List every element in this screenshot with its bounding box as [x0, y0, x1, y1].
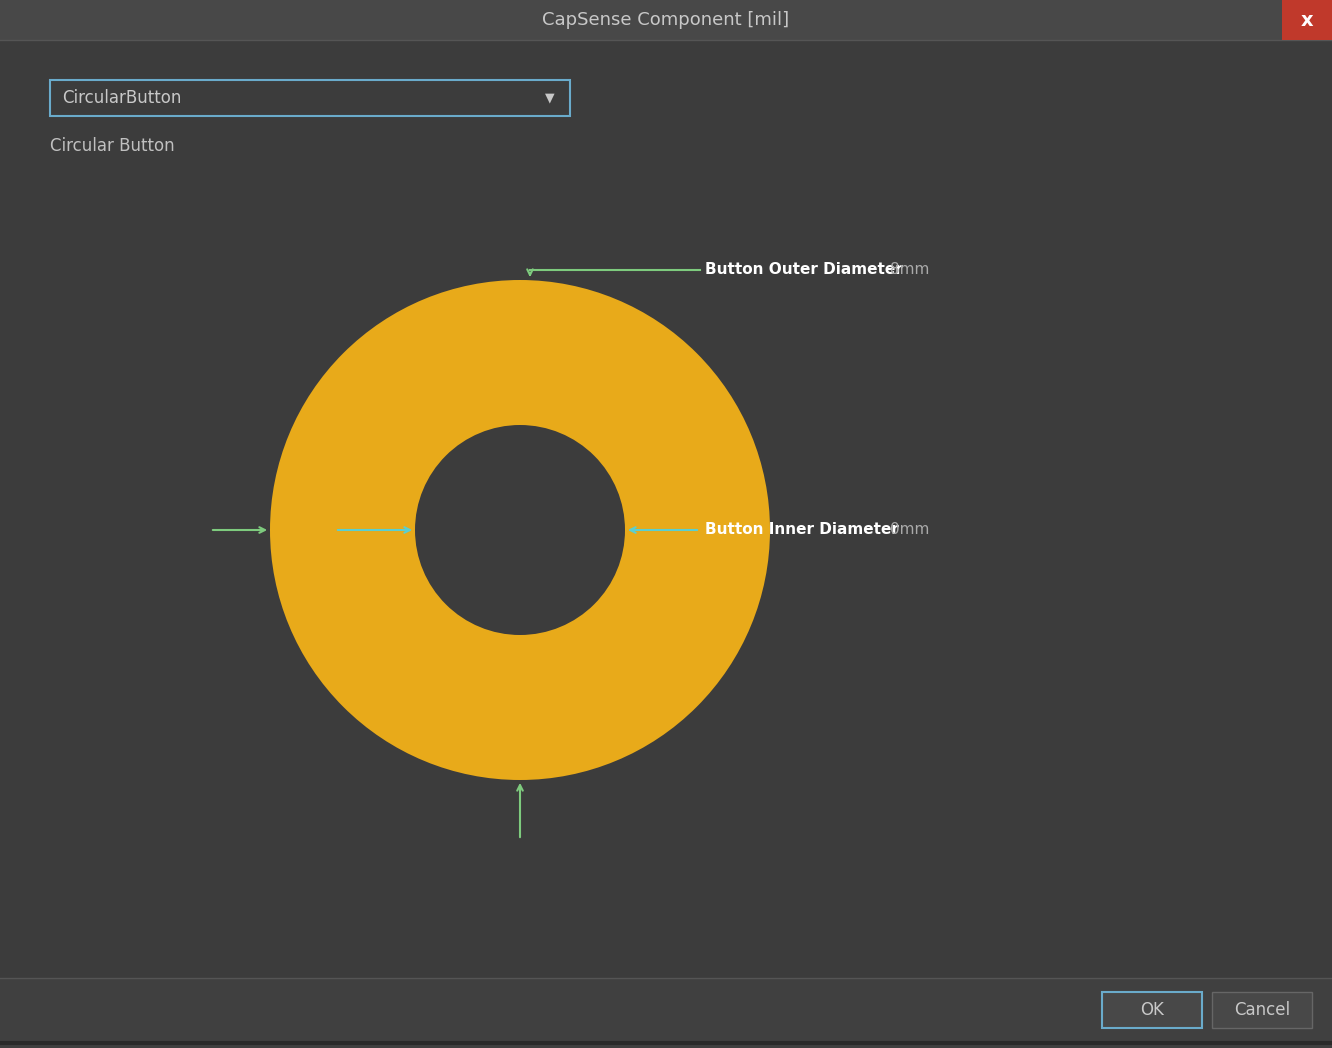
- Text: 0mm: 0mm: [890, 523, 930, 538]
- Text: Cancel: Cancel: [1233, 1001, 1291, 1019]
- Text: Button Outer Diameter: Button Outer Diameter: [705, 262, 903, 278]
- Circle shape: [416, 425, 625, 635]
- Text: OK: OK: [1140, 1001, 1164, 1019]
- Text: CircularButton: CircularButton: [63, 89, 181, 107]
- FancyBboxPatch shape: [0, 978, 1332, 1048]
- Text: Circular Button: Circular Button: [51, 137, 174, 155]
- Text: CapSense Component [mil]: CapSense Component [mil]: [542, 10, 790, 29]
- Circle shape: [270, 280, 770, 780]
- FancyBboxPatch shape: [1212, 992, 1312, 1028]
- Text: Button Inner Diameter: Button Inner Diameter: [705, 523, 899, 538]
- Text: ▼: ▼: [545, 91, 555, 105]
- FancyBboxPatch shape: [1102, 992, 1201, 1028]
- FancyBboxPatch shape: [51, 80, 570, 116]
- FancyBboxPatch shape: [0, 0, 1332, 40]
- Text: x: x: [1300, 10, 1313, 29]
- FancyBboxPatch shape: [1281, 0, 1332, 40]
- Text: 8mm: 8mm: [890, 262, 930, 278]
